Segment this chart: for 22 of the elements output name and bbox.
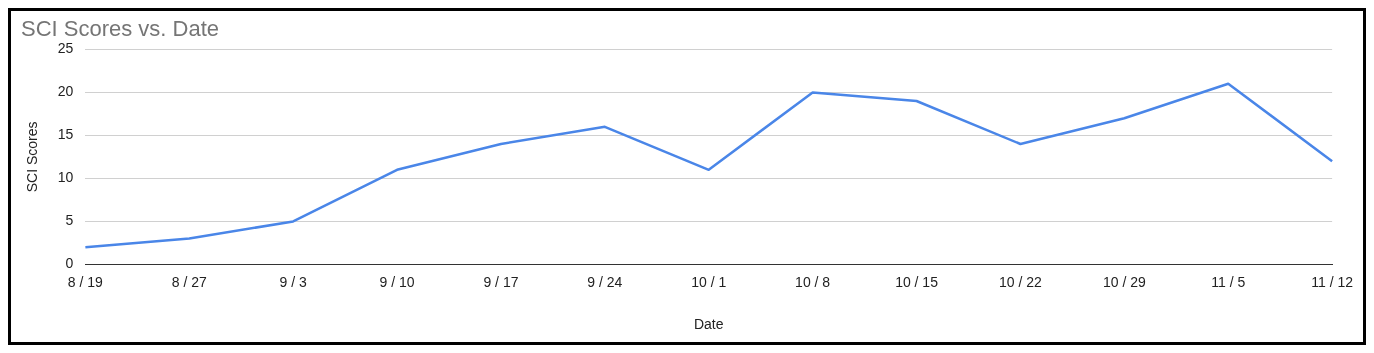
x-tick-label: 10 / 29: [1102, 273, 1146, 290]
y-tick-label: 15: [57, 126, 74, 143]
y-tick-label: 5: [65, 212, 74, 229]
x-tick-label: 10 / 1: [691, 273, 727, 290]
x-tick-label: 10 / 22: [999, 273, 1043, 290]
chart-title: SCI Scores vs. Date: [21, 16, 220, 42]
y-tick-label: 0: [65, 255, 74, 272]
x-tick-label: 9 / 24: [587, 273, 623, 290]
y-tick-label: 20: [57, 83, 74, 100]
x-axis-title: Date: [693, 316, 724, 333]
y-axis-title: SCI Scores: [24, 121, 41, 193]
x-tick-label: 9 / 10: [379, 273, 415, 290]
x-tick-label: 11 / 12: [1311, 273, 1354, 290]
y-tick-label: 25: [57, 40, 74, 57]
x-tick-label: 9 / 17: [483, 273, 519, 290]
x-tick-label: 8 / 19: [67, 273, 104, 290]
x-tick-label: 10 / 8: [795, 273, 831, 290]
y-tick-label: 10: [57, 169, 74, 186]
x-tick-label: 10 / 15: [895, 273, 939, 290]
x-tick-label: 11 / 5: [1211, 273, 1246, 290]
x-tick-label: 8 / 27: [171, 273, 207, 290]
x-tick-label: 9 / 3: [279, 273, 307, 290]
